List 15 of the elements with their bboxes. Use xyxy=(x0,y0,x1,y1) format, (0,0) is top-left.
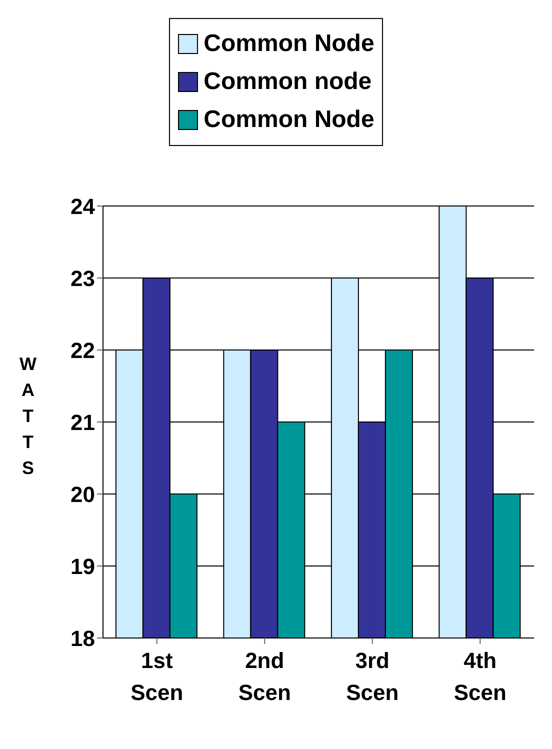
x-tick-label: 2nd Scen xyxy=(238,648,291,705)
y-tick-label: 19 xyxy=(70,554,95,579)
y-tick-label: 21 xyxy=(70,410,95,435)
y-tick-label: 23 xyxy=(70,266,95,291)
x-tick-label: 1st Scen xyxy=(130,648,184,705)
legend-label: Common Node xyxy=(204,29,374,59)
legend-label: Common Node xyxy=(204,105,374,135)
y-tick-label: 20 xyxy=(70,482,95,507)
x-tick-label: 4th Scen xyxy=(454,648,506,705)
y-tick-label: 18 xyxy=(70,626,95,651)
x-tick-label: 3rd Scen xyxy=(346,648,399,705)
y-tick-label: 22 xyxy=(70,338,95,363)
y-tick-label: 24 xyxy=(70,194,96,219)
y-axis-title: WATTS xyxy=(20,354,36,478)
legend-label: Common node xyxy=(204,67,372,97)
